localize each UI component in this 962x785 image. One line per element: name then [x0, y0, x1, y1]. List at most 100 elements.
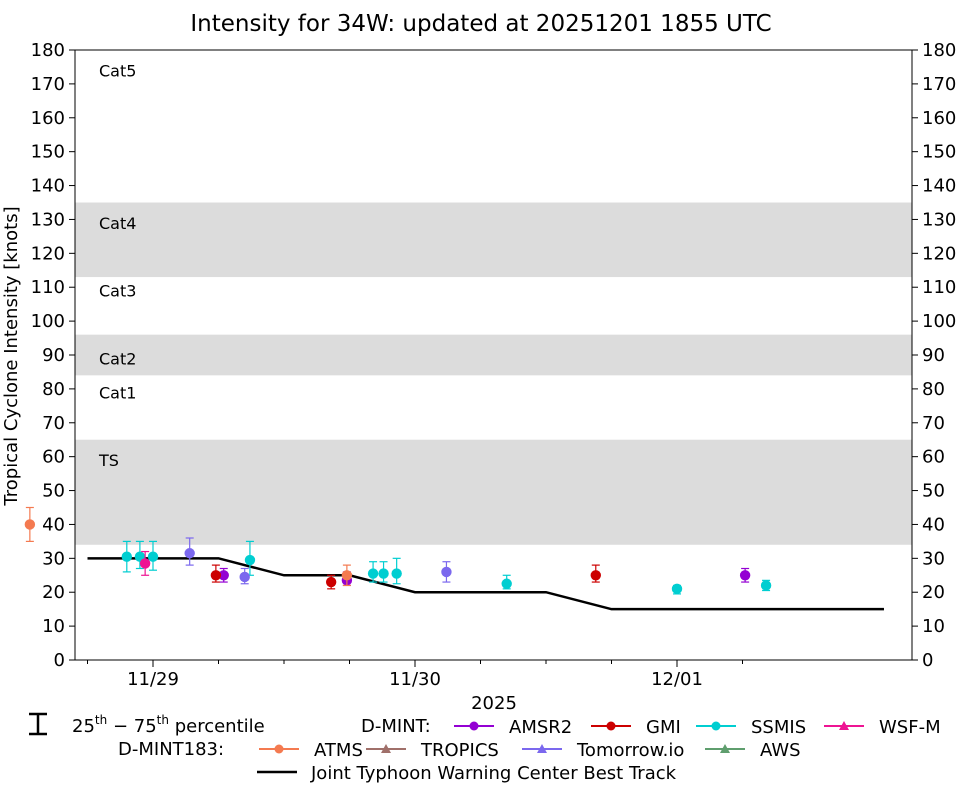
marker-ssmis: [501, 578, 512, 589]
legend-entry-amsr2: AMSR2: [454, 717, 572, 738]
y-tick-label-right: 150: [922, 142, 956, 163]
y-tick-label: 150: [31, 142, 65, 163]
y-tick-label-right: 100: [922, 311, 956, 332]
x-tick-label: 11/30: [389, 669, 441, 690]
y-tick-label-right: 20: [922, 582, 945, 603]
legend-entries: AMSR2 GMI SSMIS WSF-M ATMS TROPICS Tomorrow.io…: [259, 717, 941, 761]
y-tick-label-right: 160: [922, 108, 956, 129]
point-tomorrow-io: [441, 561, 452, 583]
point-amsr2: [218, 567, 229, 583]
y-tick-label-right: 0: [922, 650, 933, 671]
y-tick-label: 0: [54, 650, 65, 671]
marker-gmi: [325, 576, 337, 588]
legend-label-amsr2: AMSR2: [509, 717, 572, 738]
y-tick-label-right: 120: [922, 243, 956, 264]
legend-entry-tropics: TROPICS: [366, 740, 499, 761]
y-tick-label: 100: [31, 311, 65, 332]
x-tick-label: 11/29: [127, 669, 179, 690]
legend-entry-gmi: GMI: [591, 717, 681, 738]
y-tick-label-right: 50: [922, 481, 945, 502]
band-cat2: [75, 334, 912, 376]
marker-ssmis: [367, 568, 379, 579]
legend-entry-tomorrow-io: Tomorrow.io: [522, 740, 684, 761]
legend-marker-ssmis: [711, 721, 721, 731]
y-tick-label-right: 80: [922, 379, 945, 400]
legend-entry-atms: ATMS: [259, 740, 363, 761]
point-tomorrow-io: [239, 567, 250, 585]
point-ssmis: [367, 561, 379, 583]
best-track-layer: [87, 557, 884, 611]
marker-gmi: [210, 570, 222, 581]
marker-ssmis: [147, 551, 159, 562]
marker-amsr2: [218, 570, 229, 581]
category-label-ts: TS: [98, 451, 119, 470]
legend-label-tropics: TROPICS: [420, 740, 499, 761]
data-points-layer: [24, 506, 772, 595]
legend-marker-tropics: [381, 744, 391, 753]
y-tick-label: 70: [42, 413, 65, 434]
y-tick-label-right: 10: [922, 616, 945, 637]
y-tick-label: 120: [31, 243, 65, 264]
legend-best-track-label: Joint Typhoon Warning Center Best Track: [310, 763, 677, 784]
marker-tomorrow-io: [441, 566, 452, 578]
point-ssmis: [121, 540, 132, 573]
point-ssmis: [244, 540, 256, 576]
point-wsf-m: [139, 550, 151, 576]
legend-marker-wsf-m: [839, 721, 849, 730]
legend-marker-amsr2: [469, 721, 479, 731]
point-ssmis: [760, 579, 772, 592]
legend-label-wsf-m: WSF-M: [879, 717, 941, 738]
y-tick-label: 50: [42, 481, 65, 502]
y-tick-label-right: 170: [922, 74, 956, 95]
y-tick-label: 170: [31, 74, 65, 95]
chart-title: Intensity for 34W: updated at 20251201 1…: [190, 11, 771, 37]
y-tick-label-right: 130: [922, 209, 956, 230]
category-bands: [75, 202, 912, 545]
percentile-errorbar-icon: [29, 712, 47, 736]
legend-percentile-label: 25th − 75th percentile: [72, 713, 265, 737]
y-tick-label-right: 60: [922, 447, 945, 468]
y-tick-label: 60: [42, 447, 65, 468]
marker-ssmis: [121, 551, 132, 562]
category-labels: TS Cat2 Cat4 Cat1 Cat3 Cat5: [98, 61, 136, 470]
y-tick-label: 30: [42, 548, 65, 569]
legend-label-atms: ATMS: [314, 740, 363, 761]
category-label-cat4: Cat4: [99, 214, 136, 233]
y-tick-label-right: 90: [922, 345, 945, 366]
point-ssmis: [671, 583, 683, 595]
category-label-cat2: Cat2: [99, 349, 136, 368]
y-tick-label-right: 180: [922, 40, 956, 61]
y-tick-label-right: 70: [922, 413, 945, 434]
y-tick-label: 10: [42, 616, 65, 637]
point-gmi: [590, 564, 601, 583]
y-tick-label: 20: [42, 582, 65, 603]
legend-marker-aws: [720, 744, 730, 753]
x-axis-label: 2025: [471, 693, 517, 714]
y-tick-label: 110: [31, 277, 65, 298]
y-tick-label: 40: [42, 514, 65, 535]
marker-tomorrow-io: [184, 548, 195, 559]
legend-label-ssmis: SSMIS: [751, 717, 806, 738]
y-axis-right: 0 10 20 30 40 50 60 70 80 90 100 110 120 130 140 150 160…: [912, 40, 956, 671]
x-tick-label: 12/01: [651, 669, 703, 690]
marker-ssmis: [391, 568, 402, 579]
y-tick-label: 160: [31, 108, 65, 129]
legend-entry-ssmis: SSMIS: [696, 717, 806, 738]
legend-dmint-label: D-MINT:: [361, 716, 431, 737]
marker-ssmis: [244, 554, 256, 566]
x-axis: 11/29 11/30 12/01: [87, 660, 743, 690]
marker-ssmis: [671, 583, 683, 595]
point-gmi: [325, 574, 337, 590]
marker-atms: [24, 519, 36, 530]
y-tick-label: 90: [42, 345, 65, 366]
marker-amsr2: [739, 570, 751, 581]
band-ts: [75, 439, 912, 545]
point-atms: [24, 506, 36, 542]
y-tick-label-right: 140: [922, 176, 956, 197]
band-cat4: [75, 202, 912, 278]
legend-dmint183-label: D-MINT183:: [118, 739, 224, 760]
point-ssmis: [147, 540, 159, 571]
y-tick-label: 140: [31, 176, 65, 197]
category-label-cat5: Cat5: [99, 61, 136, 80]
point-gmi: [210, 564, 222, 583]
